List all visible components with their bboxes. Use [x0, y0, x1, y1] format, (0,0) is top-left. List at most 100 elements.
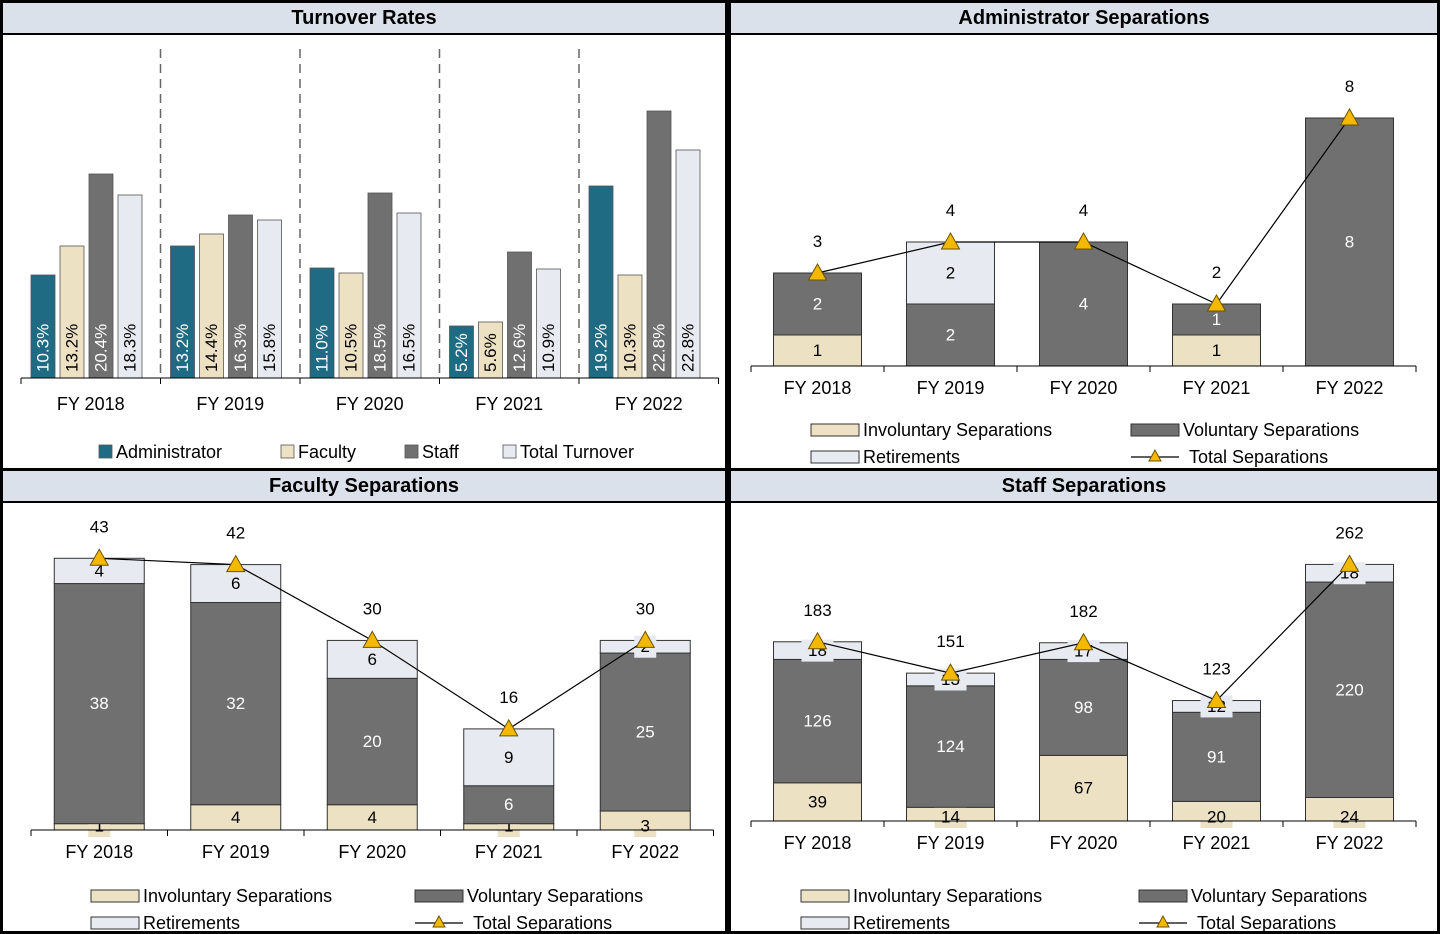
- data-label: 20: [363, 732, 382, 751]
- legend-swatch-retirements: [810, 450, 860, 464]
- data-label: 11.0%: [313, 325, 332, 372]
- bar-administrator: [449, 325, 474, 379]
- total-label: 8: [1345, 77, 1354, 96]
- total-marker: [940, 231, 961, 250]
- data-label: 19.2%: [592, 324, 611, 372]
- total-marker: [1073, 632, 1094, 651]
- label-box: [634, 815, 657, 837]
- total-label: 151: [936, 632, 964, 651]
- bar-staff: [88, 173, 114, 379]
- total-marker: [807, 262, 828, 281]
- legend-marker-total: [432, 914, 446, 928]
- legend-label: Staff: [422, 442, 460, 462]
- data-label: 39: [808, 792, 827, 811]
- data-label: 5.2%: [452, 333, 471, 372]
- total-marker: [1073, 231, 1094, 250]
- legend-swatch: [502, 444, 517, 459]
- x-tick-label: FY 2020: [336, 394, 404, 414]
- legend-swatch-voluntary: [414, 889, 464, 903]
- bar-staff: [507, 251, 532, 379]
- bar-faculty: [617, 274, 643, 379]
- x-tick-label: FY 2022: [611, 842, 679, 862]
- bar-segment-voluntary-separations: [599, 652, 691, 812]
- legend-label: Total Separations: [1189, 447, 1328, 467]
- bar-segment-voluntary-separations: [906, 303, 995, 367]
- data-label: 4: [1079, 295, 1088, 314]
- data-label: 20.4%: [92, 324, 111, 372]
- legend-label: Retirements: [143, 913, 240, 933]
- data-label: 38: [90, 694, 109, 713]
- turnover-rates-panel: Turnover Rates 10.3% 13.2% 20.4% 18.3% FY 20…: [0, 0, 728, 471]
- x-tick-label: FY 2020: [338, 842, 406, 862]
- bar-segment-involuntary-separations: [773, 334, 862, 367]
- label-box: [801, 639, 834, 662]
- legend-label: Total Separations: [1197, 913, 1336, 933]
- data-label: 98: [1074, 698, 1093, 717]
- x-tick-label: FY 2022: [1316, 833, 1384, 853]
- data-label: 13.2%: [63, 324, 82, 372]
- total-marker: [225, 554, 246, 573]
- bar-faculty: [199, 233, 224, 379]
- data-label: 12.6%: [510, 324, 529, 372]
- x-tick-label: FY 2021: [1183, 833, 1251, 853]
- total-label: 182: [1069, 602, 1097, 621]
- total-label: 4: [1079, 201, 1088, 220]
- bar-segment-voluntary-separations: [1039, 658, 1128, 756]
- x-tick-label: FY 2018: [784, 833, 852, 853]
- panel-title: Turnover Rates: [3, 3, 725, 35]
- bar-segment-voluntary-separations: [1305, 581, 1394, 798]
- data-label: 25: [636, 723, 655, 742]
- legend-swatch-involuntary: [800, 889, 850, 903]
- legend-label: Total Separations: [473, 913, 612, 933]
- panel-title: Administrator Separations: [731, 3, 1437, 35]
- bar-staff: [646, 110, 672, 379]
- data-label: 4: [95, 561, 104, 580]
- data-label: 2: [946, 264, 955, 283]
- total-label: 262: [1335, 523, 1363, 542]
- data-label: 3: [641, 817, 650, 836]
- data-label: 1: [1212, 341, 1221, 360]
- legend-label: Faculty: [298, 442, 356, 462]
- bar-administrator: [30, 274, 56, 379]
- data-label: 1: [1212, 310, 1221, 329]
- label-box: [1333, 806, 1366, 828]
- total-marker: [498, 718, 519, 737]
- data-label: 1: [504, 817, 513, 836]
- label-box: [934, 806, 967, 828]
- data-label: 4: [368, 808, 377, 827]
- legend-label: Voluntary Separations: [1191, 886, 1367, 906]
- data-label: 2: [946, 326, 955, 345]
- total-label: 123: [1202, 660, 1230, 679]
- legend-label: Involuntary Separations: [863, 420, 1052, 440]
- data-label: 6: [231, 574, 240, 593]
- legend-swatch-involuntary: [90, 889, 140, 903]
- data-label: 10.9%: [539, 324, 558, 372]
- bar-segment-involuntary-separations: [326, 804, 418, 831]
- staff-separations-panel: Staff Separations 39 126 18 183 FY 2018 14 124…: [728, 468, 1440, 934]
- turnover-rates-chart: 10.3% 13.2% 20.4% 18.3% FY 2018 13.2% 14.4% 16.…: [20, 49, 719, 462]
- x-tick-label: FY 2021: [475, 394, 543, 414]
- total-label: 2: [1212, 263, 1221, 282]
- total-label: 4: [946, 201, 955, 220]
- bar-segment-involuntary-separations: [1172, 334, 1261, 367]
- data-label: 24: [1340, 808, 1359, 827]
- x-tick-label: FY 2019: [196, 394, 264, 414]
- x-tick-label: FY 2018: [57, 394, 125, 414]
- bar-segment-voluntary-separations: [463, 785, 555, 825]
- data-label: 14: [941, 808, 960, 827]
- data-label: 10.3%: [621, 324, 640, 372]
- bar-faculty: [478, 321, 503, 379]
- data-label: 4: [231, 808, 240, 827]
- x-tick-label: FY 2019: [917, 378, 985, 398]
- total-marker: [807, 631, 828, 650]
- bar-segment-involuntary-separations: [190, 804, 282, 831]
- data-label: 6: [504, 795, 513, 814]
- total-label: 30: [363, 599, 382, 618]
- bar-segment-retirements: [463, 728, 555, 787]
- legend-marker-total: [1156, 914, 1170, 928]
- data-label: 14.4%: [202, 324, 221, 372]
- data-label: 1: [95, 817, 104, 836]
- total-label: 30: [636, 599, 655, 618]
- data-label: 18.3%: [121, 324, 140, 372]
- data-label: 16.5%: [400, 324, 419, 372]
